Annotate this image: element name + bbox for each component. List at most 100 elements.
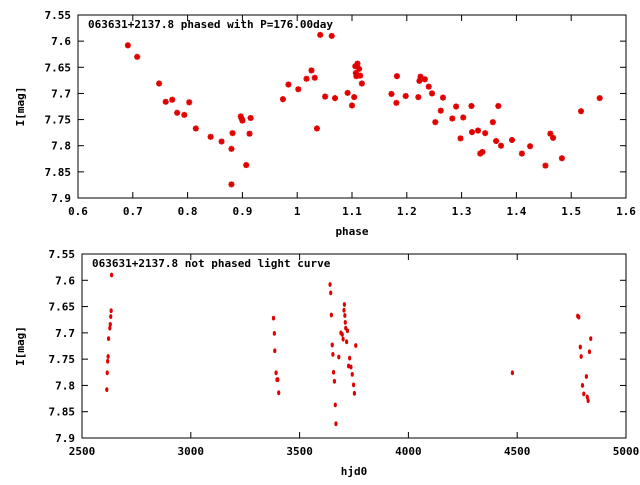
- phased-data-point: [207, 133, 214, 140]
- unphased-x-tick-label: 4000: [395, 445, 422, 458]
- phased-y-axis-label: I[mag]: [14, 87, 27, 127]
- phased-data-point: [498, 142, 505, 149]
- unphased-data-point: [510, 370, 515, 376]
- unphased-data-point: [586, 398, 590, 404]
- unphased-data-point: [273, 348, 277, 354]
- phased-data-point: [328, 32, 335, 39]
- unphased-data-point: [106, 354, 110, 359]
- phased-y-tick-label: 7.55: [45, 9, 72, 22]
- phased-data-point: [246, 130, 253, 137]
- phased-y-tick-label: 7.85: [45, 166, 72, 179]
- unphased-data-point: [332, 378, 337, 384]
- phased-data-point: [162, 98, 169, 105]
- unphased-y-tick-label: 7.85: [49, 406, 76, 419]
- unphased-data-point: [109, 272, 114, 278]
- unphased-data-point: [331, 352, 335, 357]
- unphased-data-point: [329, 312, 333, 318]
- phased-data-point: [332, 95, 339, 102]
- unphased-data-point: [577, 314, 581, 320]
- unphased-y-tick-label: 7.75: [49, 353, 76, 366]
- phased-data-point: [596, 95, 603, 102]
- phased-data-point: [311, 74, 318, 81]
- unphased-data-point: [274, 370, 278, 376]
- phased-data-point: [243, 162, 250, 169]
- unphased-data-point: [271, 315, 276, 321]
- phased-data-point: [308, 67, 315, 74]
- unphased-data-point: [331, 369, 336, 375]
- phased-x-tick-label: 0.8: [178, 205, 198, 218]
- phased-data-point: [542, 162, 549, 169]
- phased-data-point: [228, 181, 235, 188]
- phased-data-point: [449, 115, 456, 122]
- phased-data-point: [527, 143, 534, 150]
- phased-panel: 0.6 0.7 0.8 0.9 1 1.1 1.2 1.3 1.4 1.5 1.6 7.55 7.6 7.…: [14, 9, 636, 238]
- unphased-y-axis-label: I[mag]: [14, 326, 27, 366]
- phased-data-point: [558, 155, 565, 162]
- unphased-x-axis-label: hjd0: [341, 465, 368, 478]
- unphased-data-point: [589, 336, 593, 342]
- unphased-data-point: [328, 282, 332, 287]
- phased-data-point: [358, 80, 365, 87]
- phased-data-point: [416, 77, 423, 84]
- phased-data-point: [218, 138, 225, 145]
- unphased-x-tick-label: 5000: [613, 445, 640, 458]
- phased-data-point: [493, 138, 500, 145]
- unphased-data-point: [352, 390, 357, 396]
- phased-x-tick-label: 1: [294, 205, 301, 218]
- unphased-data-point: [354, 343, 358, 348]
- phased-data-point: [417, 73, 424, 80]
- phased-data-point: [357, 72, 364, 79]
- phased-data-point: [518, 150, 525, 157]
- unphased-data-point: [106, 336, 111, 342]
- phased-x-tick-label: 1.2: [397, 205, 417, 218]
- unphased-data-point: [580, 383, 585, 388]
- phased-data-point: [354, 60, 361, 67]
- unphased-data-point: [106, 358, 110, 364]
- unphased-data-point: [342, 307, 346, 313]
- unphased-y-tick-label: 7.8: [55, 379, 75, 392]
- unphased-y-tick-label: 7.55: [49, 248, 76, 261]
- phased-data-point: [489, 119, 496, 126]
- unphased-data-point: [342, 302, 347, 307]
- phased-y-tick-label: 7.75: [45, 114, 72, 127]
- unphased-data-point: [578, 344, 582, 350]
- unphased-y-tick-label: 7.7: [55, 327, 75, 340]
- phased-x-tick-label: 1.6: [616, 205, 636, 218]
- phased-y-tick-label: 7.9: [51, 192, 71, 205]
- phased-data-point: [457, 135, 464, 142]
- phased-data-point: [495, 102, 502, 109]
- unphased-data-point: [277, 390, 281, 396]
- phased-data-point: [317, 31, 324, 38]
- unphased-data-point: [587, 349, 592, 355]
- phased-data-point: [303, 75, 310, 82]
- unphased-x-tick-label: 3000: [178, 445, 205, 458]
- unphased-data-point: [345, 339, 349, 345]
- phased-data-point: [344, 89, 351, 96]
- phased-points: [124, 31, 603, 188]
- phased-data-point: [437, 107, 444, 114]
- phased-x-tick-label: 0.7: [123, 205, 143, 218]
- phased-data-point: [388, 90, 395, 97]
- phased-data-point: [279, 96, 286, 103]
- phased-data-point: [421, 76, 428, 83]
- unphased-data-point: [337, 354, 341, 360]
- phased-data-point: [356, 65, 363, 72]
- unphased-y-tick-label: 7.65: [49, 301, 76, 314]
- phased-data-point: [229, 130, 236, 137]
- unphased-data-point: [333, 402, 337, 408]
- unphased-data-point: [345, 328, 350, 334]
- phased-x-axis-label: phase: [335, 225, 368, 238]
- unphased-data-point: [109, 314, 113, 319]
- unphased-data-point: [334, 421, 338, 427]
- phased-data-point: [460, 114, 467, 121]
- unphased-ticks: 2500 3000 3500 4000 4500 5000 7.55 7.6 7.65 7.7 7.…: [49, 248, 640, 458]
- phased-ticks: 0.6 0.7 0.8 0.9 1 1.1 1.2 1.3 1.4 1.5 1.6 7.55 7.6 7.…: [45, 9, 637, 218]
- phased-data-point: [295, 86, 302, 93]
- phased-data-point: [425, 83, 432, 90]
- unphased-data-point: [272, 330, 276, 336]
- unphased-data-point: [276, 377, 280, 383]
- unphased-data-point: [350, 371, 354, 377]
- phased-data-point: [479, 148, 486, 155]
- phased-data-point: [192, 125, 199, 132]
